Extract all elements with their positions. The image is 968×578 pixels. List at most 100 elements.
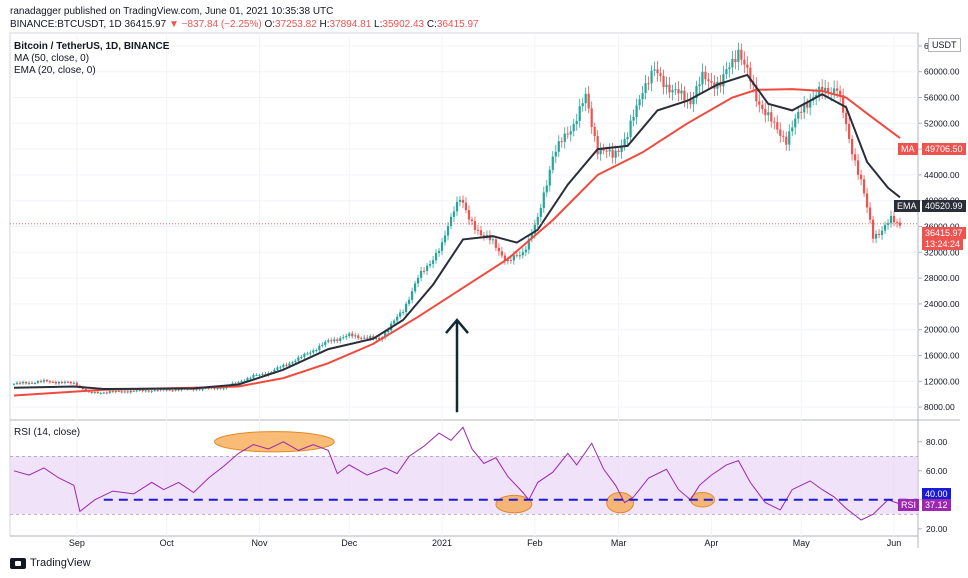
close-value: 36415.97	[436, 19, 479, 30]
candle-body	[886, 223, 890, 225]
candle-body	[99, 392, 102, 394]
candle-body	[467, 210, 471, 220]
candle-body	[680, 90, 683, 94]
candle-body	[249, 377, 252, 379]
price-tick-label: 60000.00	[924, 67, 960, 77]
candle-body	[485, 235, 489, 237]
candle-body	[862, 179, 866, 194]
candle-body	[647, 83, 650, 85]
candle-body	[845, 112, 848, 125]
candle-body	[243, 380, 246, 382]
candle-body	[351, 333, 354, 337]
candle-body	[279, 367, 282, 369]
time-tick-label: Feb	[527, 538, 543, 548]
candle-body	[393, 320, 396, 324]
candle-body	[530, 233, 533, 239]
candle-body	[387, 330, 390, 333]
candle-body	[366, 337, 369, 339]
candle-body	[665, 84, 668, 88]
candle-body	[45, 380, 49, 382]
legend-ema: EMA (20, close, 0)	[14, 65, 96, 76]
symbol: BINANCE:BTCUSDT, 1D	[10, 19, 122, 30]
legend-title: Bitcoin / TetherUS, 1D, BINANCE	[14, 41, 170, 52]
candle-body	[129, 390, 132, 393]
candle-body	[273, 369, 276, 373]
legend-rsi: RSI (14, close)	[14, 427, 81, 438]
candle-body	[509, 260, 512, 262]
price-tick-label: 56000.00	[924, 93, 960, 103]
time-tick-label: Dec	[341, 538, 358, 548]
currency-tag: USDT	[928, 38, 961, 52]
candle-body	[470, 219, 474, 222]
candle-body	[635, 105, 638, 117]
candle-body	[737, 49, 740, 62]
candle-body	[839, 90, 842, 96]
candle-body	[701, 71, 704, 85]
candle-body	[255, 374, 258, 376]
price-tick-label: 44000.00	[924, 170, 960, 180]
candle-body	[743, 59, 746, 65]
candle-body	[285, 364, 288, 366]
candle-body	[27, 382, 31, 384]
candle-body	[824, 87, 827, 93]
rsi-highlight-ellipse	[606, 492, 635, 514]
candle-body	[506, 260, 509, 262]
candle-body	[662, 75, 665, 88]
candle-body	[342, 337, 345, 339]
candle-body	[102, 392, 105, 394]
candle-body	[868, 207, 872, 220]
candle-body	[297, 357, 300, 361]
candle-body	[874, 233, 878, 239]
candle-body	[656, 69, 659, 74]
candle-body	[422, 270, 426, 272]
candle-body	[593, 126, 596, 137]
candle-body	[617, 150, 620, 153]
candle-body	[12, 383, 16, 385]
candle-body	[150, 390, 153, 392]
candle-body	[803, 102, 806, 113]
legend-ma: MA (50, close, 0)	[14, 53, 90, 64]
candle-body	[599, 149, 602, 155]
candle-body	[171, 390, 174, 392]
price-tick-label: 36000.00	[924, 222, 960, 232]
candle-body	[566, 133, 569, 135]
candle-body	[704, 71, 707, 80]
price-tick-label: 28000.00	[924, 273, 960, 283]
open-value: 37253.82	[275, 19, 317, 30]
rsi-highlight-ellipse	[495, 494, 533, 514]
candle-body	[608, 149, 611, 152]
candle-body	[695, 86, 698, 99]
candle-body	[764, 108, 767, 116]
candle-body	[219, 388, 222, 390]
candle-body	[153, 390, 156, 392]
candle-body	[321, 344, 324, 346]
candle-body	[75, 382, 78, 386]
candle-body	[132, 390, 135, 392]
rsi-tag-value: 37.12	[922, 499, 951, 511]
candle-body	[369, 336, 372, 339]
time-tick-label: 2021	[432, 538, 452, 548]
price-tick-label: 12000.00	[924, 376, 960, 386]
candle-body	[428, 263, 432, 266]
candle-body	[282, 364, 285, 368]
candle-body	[354, 335, 357, 337]
candle-body	[707, 79, 710, 82]
candle-body	[144, 390, 147, 392]
candle-body	[527, 238, 530, 250]
rsi-tag-label: RSI	[898, 499, 920, 511]
candle-body	[309, 352, 312, 354]
candle-body	[437, 250, 441, 253]
candle-body	[42, 380, 46, 382]
candle-body	[833, 88, 836, 94]
time-tick-label: Nov	[251, 538, 268, 548]
last-price-tag: 36415.97	[922, 227, 966, 239]
candle-body	[135, 390, 138, 392]
price-tick-label: 52000.00	[924, 118, 960, 128]
candle-body	[57, 381, 60, 384]
candle-body	[677, 89, 680, 94]
candle-body	[252, 375, 255, 378]
candle-body	[416, 277, 420, 284]
candle-body	[291, 362, 294, 364]
candle-body	[497, 247, 501, 252]
